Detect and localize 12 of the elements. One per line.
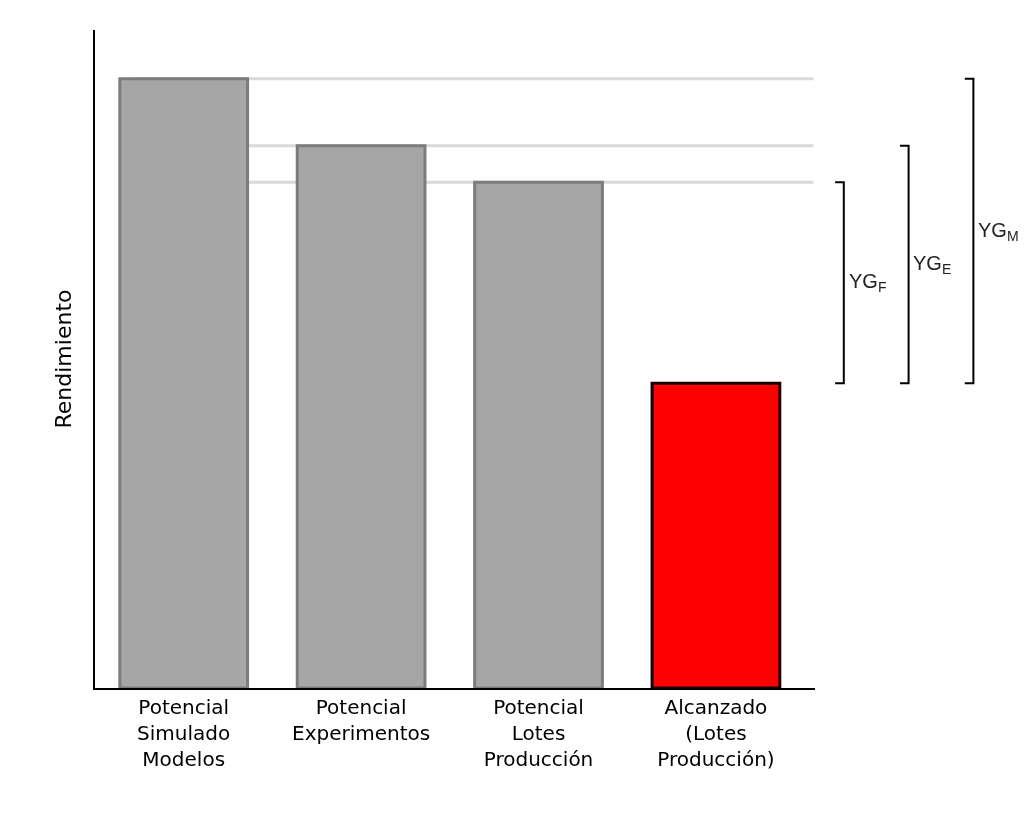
x-tick-label: Potencial Experimentos [292, 695, 431, 745]
text: YG$_{E}$ [913, 252, 952, 278]
x-tick-label: Potencial Lotes Producción [483, 695, 594, 771]
text: YG$_{M}$ [978, 219, 1019, 245]
y-axis-title: Rendimiento [51, 289, 77, 429]
bar [473, 180, 604, 688]
bar [650, 381, 782, 688]
bar [118, 77, 250, 688]
bar [295, 144, 427, 688]
x-tick-label: Alcanzado (Lotes Producción) [657, 695, 775, 771]
text: YG$_{F}$ [849, 270, 887, 296]
x-tick-label: Potencial Simulado Modelos [137, 695, 231, 771]
